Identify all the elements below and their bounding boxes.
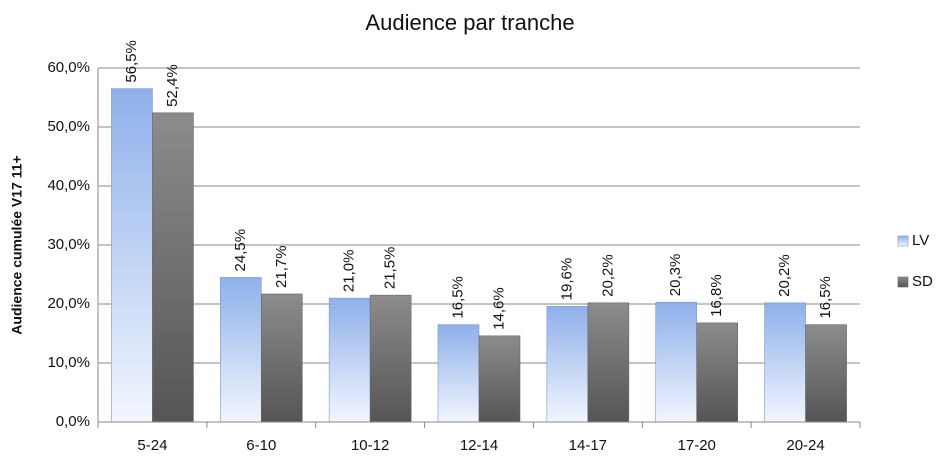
y-tick-label: 0,0% xyxy=(56,413,90,430)
x-tick-label: 17-20 xyxy=(678,437,716,454)
value-label: 52,4% xyxy=(164,64,181,107)
bar xyxy=(369,294,412,423)
bar xyxy=(696,322,739,423)
value-label: 20,3% xyxy=(667,254,684,297)
y-tick-label: 10,0% xyxy=(47,354,90,371)
bar xyxy=(587,302,630,423)
x-tick-label: 12-14 xyxy=(460,437,498,454)
value-label: 14,6% xyxy=(490,287,507,330)
x-tick-label: 6-10 xyxy=(246,437,276,454)
y-tick-label: 20,0% xyxy=(47,295,90,312)
value-label: 20,2% xyxy=(776,254,793,297)
value-label: 21,7% xyxy=(273,245,290,288)
chart-title: Audience par tranche xyxy=(365,10,574,35)
bar xyxy=(219,277,262,423)
bar xyxy=(328,297,371,423)
y-axis-label: Audience cumulée V17 11+ xyxy=(9,155,25,334)
value-label: 19,6% xyxy=(558,258,575,301)
y-tick-label: 60,0% xyxy=(47,59,90,76)
x-tick-label: 14-17 xyxy=(569,437,607,454)
bar xyxy=(764,302,806,423)
x-tick-label: 5-24 xyxy=(137,437,167,454)
y-tick-label: 40,0% xyxy=(47,177,90,194)
value-label: 16,8% xyxy=(708,274,725,317)
y-tick-label: 50,0% xyxy=(47,118,90,135)
legend-label: LV xyxy=(912,232,929,249)
bar xyxy=(152,112,194,423)
bar xyxy=(111,88,153,423)
value-label: 21,0% xyxy=(341,250,358,293)
value-label: 24,5% xyxy=(232,229,249,272)
x-tick-label: 10-12 xyxy=(351,437,389,454)
bar xyxy=(478,335,521,423)
bar xyxy=(260,293,303,423)
bar xyxy=(546,306,589,423)
legend-swatch xyxy=(897,235,909,247)
bar xyxy=(805,324,847,423)
legend-label: SD xyxy=(912,273,933,290)
value-label: 56,5% xyxy=(123,40,140,83)
bar xyxy=(655,301,698,423)
value-label: 20,2% xyxy=(599,254,616,297)
y-tick-label: 30,0% xyxy=(47,236,90,253)
bar xyxy=(437,324,480,423)
value-label: 16,5% xyxy=(817,276,834,319)
value-label: 16,5% xyxy=(449,276,466,319)
legend-swatch xyxy=(897,276,909,288)
x-tick-label: 20-24 xyxy=(786,437,824,454)
value-label: 21,5% xyxy=(382,247,399,290)
